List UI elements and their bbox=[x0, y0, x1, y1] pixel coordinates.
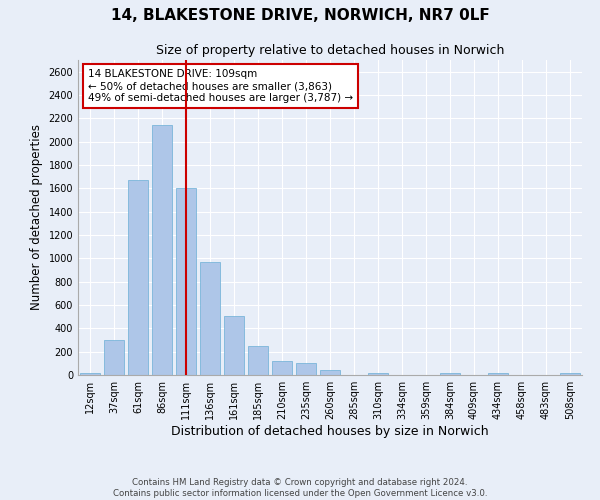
Text: 14, BLAKESTONE DRIVE, NORWICH, NR7 0LF: 14, BLAKESTONE DRIVE, NORWICH, NR7 0LF bbox=[110, 8, 490, 22]
Bar bbox=[440, 372, 460, 375]
Bar bbox=[488, 372, 508, 375]
Bar bbox=[248, 346, 268, 375]
Bar bbox=[560, 372, 580, 375]
Bar bbox=[272, 361, 292, 375]
Title: Size of property relative to detached houses in Norwich: Size of property relative to detached ho… bbox=[156, 44, 504, 58]
Bar bbox=[152, 126, 172, 375]
Bar bbox=[104, 340, 124, 375]
Bar bbox=[128, 180, 148, 375]
Bar bbox=[320, 370, 340, 375]
Bar bbox=[296, 364, 316, 375]
Text: Contains HM Land Registry data © Crown copyright and database right 2024.
Contai: Contains HM Land Registry data © Crown c… bbox=[113, 478, 487, 498]
X-axis label: Distribution of detached houses by size in Norwich: Distribution of detached houses by size … bbox=[171, 425, 489, 438]
Bar bbox=[176, 188, 196, 375]
Bar bbox=[224, 316, 244, 375]
Y-axis label: Number of detached properties: Number of detached properties bbox=[30, 124, 43, 310]
Bar bbox=[80, 372, 100, 375]
Bar bbox=[200, 262, 220, 375]
Text: 14 BLAKESTONE DRIVE: 109sqm
← 50% of detached houses are smaller (3,863)
49% of : 14 BLAKESTONE DRIVE: 109sqm ← 50% of det… bbox=[88, 70, 353, 102]
Bar bbox=[368, 372, 388, 375]
